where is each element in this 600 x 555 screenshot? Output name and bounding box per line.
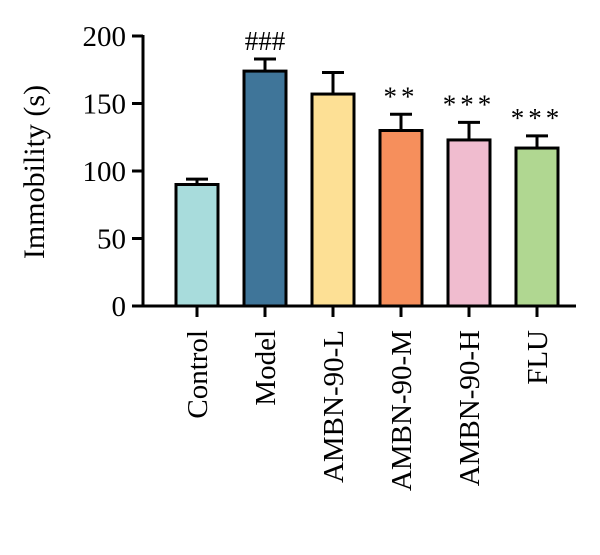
y-tick-label: 100 <box>83 156 127 188</box>
bar-ambn-90-h <box>446 138 492 308</box>
y-tick-label: 50 <box>97 224 126 256</box>
significance-ambn-90-h: *** <box>443 89 496 119</box>
bar-ambn-90-m <box>378 129 424 308</box>
bar-ambn-90-l <box>310 92 356 308</box>
chart-labels: 0 50 100 150 200 Control ### Model AMBN-90-L ** AM… <box>83 21 564 491</box>
x-tick-label-model: Model <box>250 330 282 406</box>
x-tick-label-ambn-90-m: AMBN-90-M <box>386 330 418 491</box>
y-axis-title: Immobility (s) <box>18 85 51 259</box>
x-tick-label-ambn-90-h: AMBN-90-H <box>454 330 486 486</box>
bar-control <box>174 183 220 308</box>
x-tick-label-control: Control <box>182 330 214 419</box>
y-tick-label: 0 <box>112 291 127 323</box>
significance-flu: *** <box>511 103 564 133</box>
chart-bars <box>174 57 560 308</box>
x-tick-label-ambn-90-l: AMBN-90-L <box>318 330 350 483</box>
y-tick-label: 150 <box>83 89 127 121</box>
y-tick-label: 200 <box>83 21 127 53</box>
bar-flu <box>514 146 560 308</box>
bar-model <box>242 69 288 308</box>
significance-ambn-90-m: ** <box>384 81 419 111</box>
significance-model: ### <box>245 26 286 56</box>
x-tick-label-flu: FLU <box>522 330 554 385</box>
